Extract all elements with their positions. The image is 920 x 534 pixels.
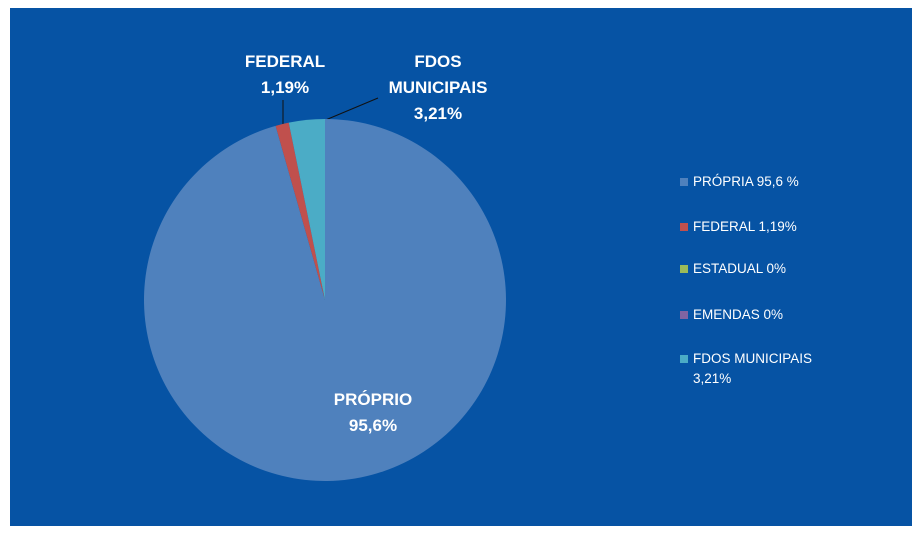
pie-slice (275, 122, 325, 301)
legend-item: FEDERAL 1,19% (680, 217, 830, 237)
pie-slice (144, 119, 507, 481)
legend-label: FDOS MUNICIPAIS 3,21% (693, 351, 813, 386)
legend-swatch (680, 265, 688, 273)
legend-swatch (680, 223, 688, 231)
legend-swatch (680, 311, 688, 319)
data-label-name: FDOS MUNICIPAIS (388, 52, 488, 97)
data-label-value: 3,21% (413, 104, 463, 123)
data-label: PRÓPRIO 95,6% (334, 387, 412, 439)
legend-item: EMENDAS 0% (680, 305, 830, 325)
data-label-name: PRÓPRIO (333, 390, 413, 409)
legend-swatch (680, 355, 688, 363)
pie-slice (288, 119, 325, 300)
legend-label: PRÓPRIA 95,6 % (693, 174, 799, 189)
legend-label: EMENDAS 0% (693, 307, 784, 322)
legend: PRÓPRIA 95,6 % FEDERAL 1,19% ESTADUAL 0% EM… (680, 172, 830, 389)
legend-swatch (680, 178, 688, 186)
data-label: FEDERAL 1,19% (245, 49, 325, 101)
legend-item: PRÓPRIA 95,6 % (680, 172, 830, 192)
data-label: FDOS MUNICIPAIS 3,21% (373, 49, 503, 127)
legend-label: ESTADUAL 0% (693, 261, 787, 276)
data-label-value: 95,6% (348, 416, 398, 435)
data-label-value: 1,19% (260, 78, 310, 97)
legend-item: FDOS MUNICIPAIS 3,21% (680, 349, 830, 389)
data-label-name: FEDERAL (244, 52, 326, 71)
legend-item: ESTADUAL 0% (680, 259, 830, 279)
legend-label: FEDERAL 1,19% (693, 219, 797, 234)
